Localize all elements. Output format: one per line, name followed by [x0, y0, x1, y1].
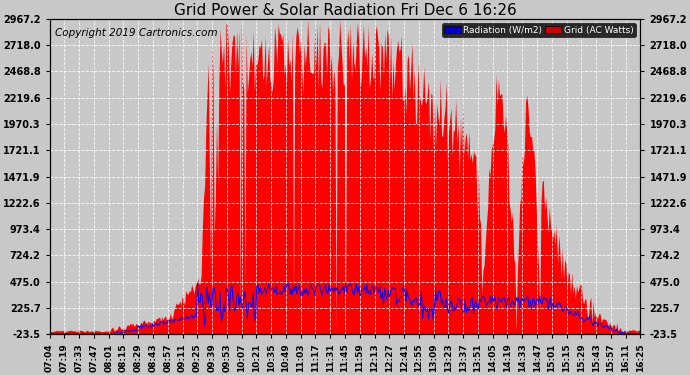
Text: Copyright 2019 Cartronics.com: Copyright 2019 Cartronics.com	[55, 28, 218, 38]
Legend: Radiation (W/m2), Grid (AC Watts): Radiation (W/m2), Grid (AC Watts)	[442, 24, 636, 37]
Title: Grid Power & Solar Radiation Fri Dec 6 16:26: Grid Power & Solar Radiation Fri Dec 6 1…	[174, 3, 516, 18]
